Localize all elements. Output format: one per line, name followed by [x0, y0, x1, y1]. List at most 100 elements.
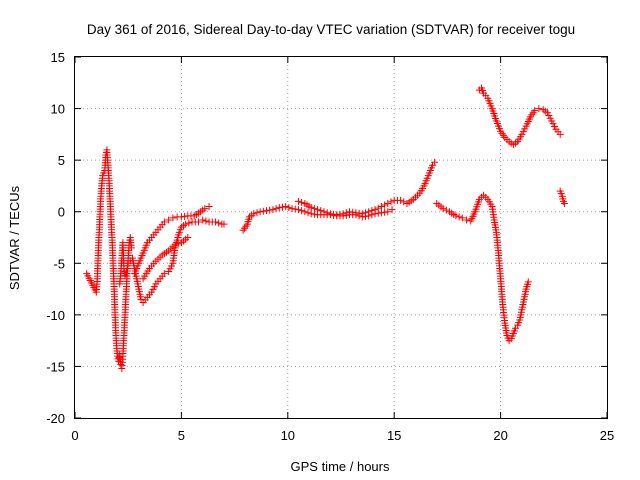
data-point [288, 205, 296, 213]
y-tick-label: 5 [58, 153, 65, 168]
series-arc-late-drop [556, 187, 568, 207]
data-point [263, 207, 271, 215]
data-points [83, 84, 568, 372]
data-point [323, 209, 331, 217]
y-tick-label: -15 [46, 359, 65, 374]
grid [75, 57, 607, 418]
data-point [184, 234, 192, 241]
data-point [301, 208, 309, 216]
series-arc-early-spike [83, 146, 135, 372]
data-point [127, 244, 135, 252]
data-point [185, 219, 193, 227]
data-point [333, 211, 341, 219]
data-point [294, 206, 302, 214]
x-tick-label: 20 [493, 428, 507, 443]
data-point [384, 208, 392, 216]
data-point [272, 205, 280, 213]
data-point [377, 203, 385, 211]
data-point [269, 206, 277, 214]
series-arc-midday-upper [294, 158, 439, 219]
data-point [463, 216, 471, 224]
data-point [560, 199, 568, 207]
series-arc-midday [239, 203, 396, 234]
series-arc-afternoon [433, 191, 532, 345]
data-point [220, 220, 228, 228]
data-point [377, 209, 385, 217]
data-point [317, 207, 325, 215]
chart-title: Day 361 of 2016, Sidereal Day-to-day VTE… [87, 22, 575, 37]
data-point [365, 208, 373, 216]
data-point [307, 204, 315, 212]
y-tick-label: 0 [58, 205, 65, 220]
data-point [201, 205, 209, 213]
data-point [160, 270, 168, 278]
data-point [330, 210, 338, 218]
data-point [298, 207, 306, 215]
x-tick-label: 10 [281, 428, 295, 443]
data-point [256, 208, 264, 216]
data-point [307, 210, 315, 218]
data-point [397, 196, 405, 204]
data-point [253, 209, 261, 217]
data-point [556, 130, 564, 138]
data-point [535, 105, 543, 113]
data-point [250, 210, 258, 218]
x-axis-label: GPS time / hours [291, 459, 390, 474]
data-point [181, 212, 189, 220]
data-point [352, 209, 360, 217]
data-point [368, 207, 376, 215]
data-point [381, 208, 389, 216]
data-point [171, 241, 179, 249]
data-point [115, 354, 123, 362]
data-point [320, 208, 328, 216]
data-point [381, 201, 389, 209]
plot-frame [74, 56, 608, 419]
data-point [314, 206, 322, 214]
data-point [531, 107, 539, 115]
data-point [326, 210, 334, 218]
data-point [431, 158, 439, 166]
data-point [169, 214, 177, 222]
data-point [266, 206, 274, 214]
data-point [211, 218, 219, 226]
data-point [298, 198, 306, 206]
data-point [349, 208, 357, 216]
y-tick-label: -5 [53, 256, 65, 271]
data-point [174, 240, 182, 248]
data-point [371, 206, 379, 214]
y-axis-label: SDTVAR / TECUs [7, 185, 22, 290]
data-point [215, 219, 223, 227]
data-point [339, 210, 347, 218]
data-point [455, 213, 463, 221]
y-tick-label: 15 [51, 50, 65, 65]
y-tick-label: -10 [46, 308, 65, 323]
data-point [202, 217, 210, 225]
data-point [291, 205, 299, 213]
data-point [361, 209, 369, 217]
data-point [452, 212, 460, 220]
data-point [374, 204, 382, 212]
data-point [346, 208, 354, 216]
data-point [336, 210, 344, 218]
data-point [165, 216, 173, 224]
data-point [310, 205, 318, 213]
data-point [194, 218, 202, 226]
data-point [294, 197, 302, 205]
x-tick-label: 0 [71, 428, 78, 443]
series-arc-early-cluster [116, 216, 228, 306]
data-point [439, 205, 447, 213]
data-point [342, 209, 350, 217]
y-tick-label: 10 [51, 102, 65, 117]
data-point [199, 216, 207, 224]
data-point [442, 206, 450, 214]
series-arc-late-high [475, 84, 564, 149]
data-point [285, 204, 293, 212]
data-point [304, 209, 312, 217]
data-point [278, 203, 286, 211]
data-point [387, 198, 395, 206]
data-point [282, 203, 290, 211]
data-point [177, 213, 185, 221]
series-arc-early-upper [131, 203, 213, 283]
data-point [259, 207, 267, 215]
